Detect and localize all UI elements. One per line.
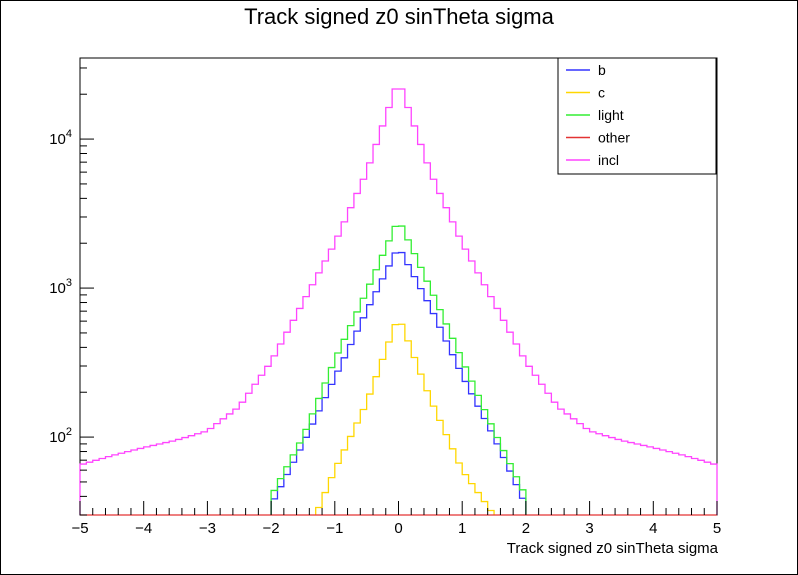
series-line-incl bbox=[79, 88, 718, 515]
legend-label-incl: incl bbox=[598, 152, 619, 168]
y-tick-label: 102 bbox=[49, 426, 72, 446]
y-tick-label: 103 bbox=[49, 277, 72, 297]
x-tick-label: −3 bbox=[199, 520, 216, 537]
legend-label-c: c bbox=[598, 85, 605, 101]
x-tick-label: 4 bbox=[649, 520, 657, 537]
legend-label-other: other bbox=[598, 130, 630, 146]
series-line-c bbox=[315, 323, 495, 515]
x-tick-label: −5 bbox=[71, 520, 88, 537]
x-tick-label: −2 bbox=[263, 520, 280, 537]
chart-title: Track signed z0 sinTheta sigma bbox=[244, 4, 554, 29]
legend: bc light other incl bbox=[557, 57, 717, 175]
x-tick-label: 3 bbox=[585, 520, 593, 537]
axes-layer: −5 −4 −3 −2 −1 0 1 2 3 4 5 102 103 104 bbox=[49, 67, 721, 537]
legend-label-light: light bbox=[598, 107, 624, 123]
x-tick-label: 1 bbox=[458, 520, 466, 537]
x-tick-label: 0 bbox=[394, 520, 402, 537]
x-tick-label: 5 bbox=[713, 520, 721, 537]
x-tick-label: −4 bbox=[135, 520, 152, 537]
legend-label-b: b bbox=[598, 62, 606, 78]
series-line-light bbox=[270, 225, 527, 515]
x-axis-label: Track signed z0 sinTheta sigma bbox=[506, 540, 718, 557]
legend-box bbox=[557, 57, 717, 175]
series-line-b bbox=[270, 251, 527, 515]
y-tick-label: 104 bbox=[49, 128, 72, 148]
x-tick-label: 2 bbox=[522, 520, 530, 537]
x-tick-label: −1 bbox=[326, 520, 343, 537]
